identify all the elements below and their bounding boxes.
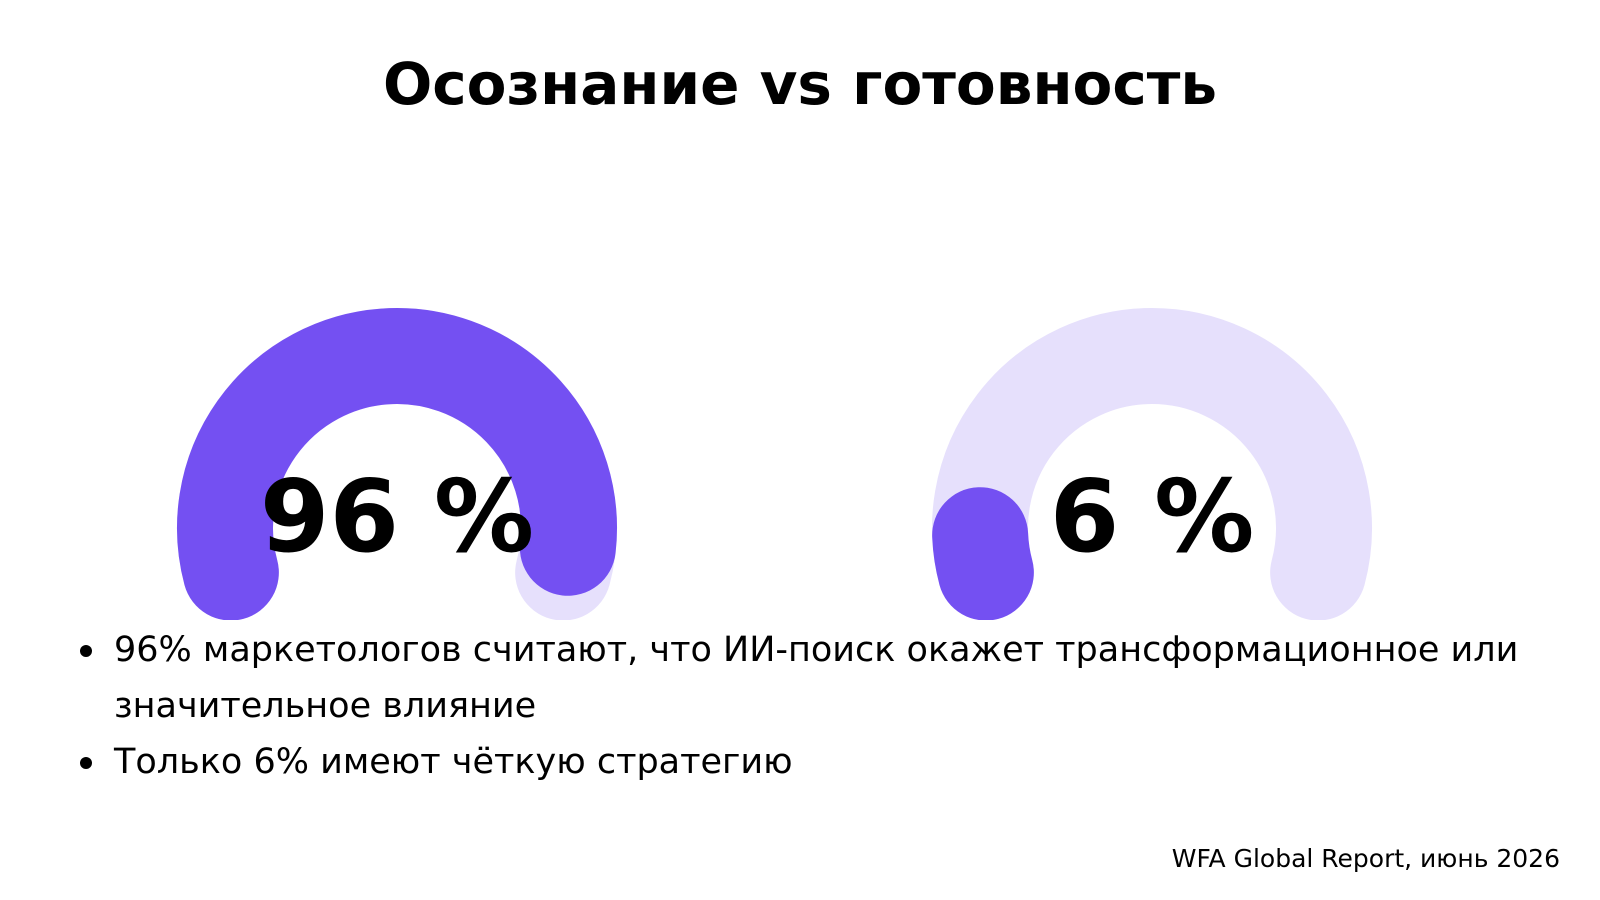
gauge-chart: 96 % 6 % bbox=[177, 308, 1372, 620]
bullet-list: 96% маркетологов считают, что ИИ-поиск о… bbox=[78, 622, 1548, 790]
gauge-awareness: 96 % bbox=[177, 308, 617, 620]
gauge-value-label: 6 % bbox=[1050, 458, 1255, 575]
bullet-item: 96% маркетологов считают, что ИИ-поиск о… bbox=[78, 622, 1548, 734]
gauge-fill bbox=[932, 487, 1034, 620]
slide-title: Осознание vs готовность bbox=[382, 50, 1218, 118]
bullet-item: Только 6% имеют чёткую стратегию bbox=[78, 734, 1548, 790]
gauge-fill bbox=[177, 308, 617, 620]
source-note: WFA Global Report, июнь 2026 bbox=[1171, 844, 1560, 873]
gauge-readiness: 6 % bbox=[932, 308, 1372, 620]
gauge-value-label: 96 % bbox=[260, 458, 534, 575]
gauge-track bbox=[932, 308, 1372, 620]
